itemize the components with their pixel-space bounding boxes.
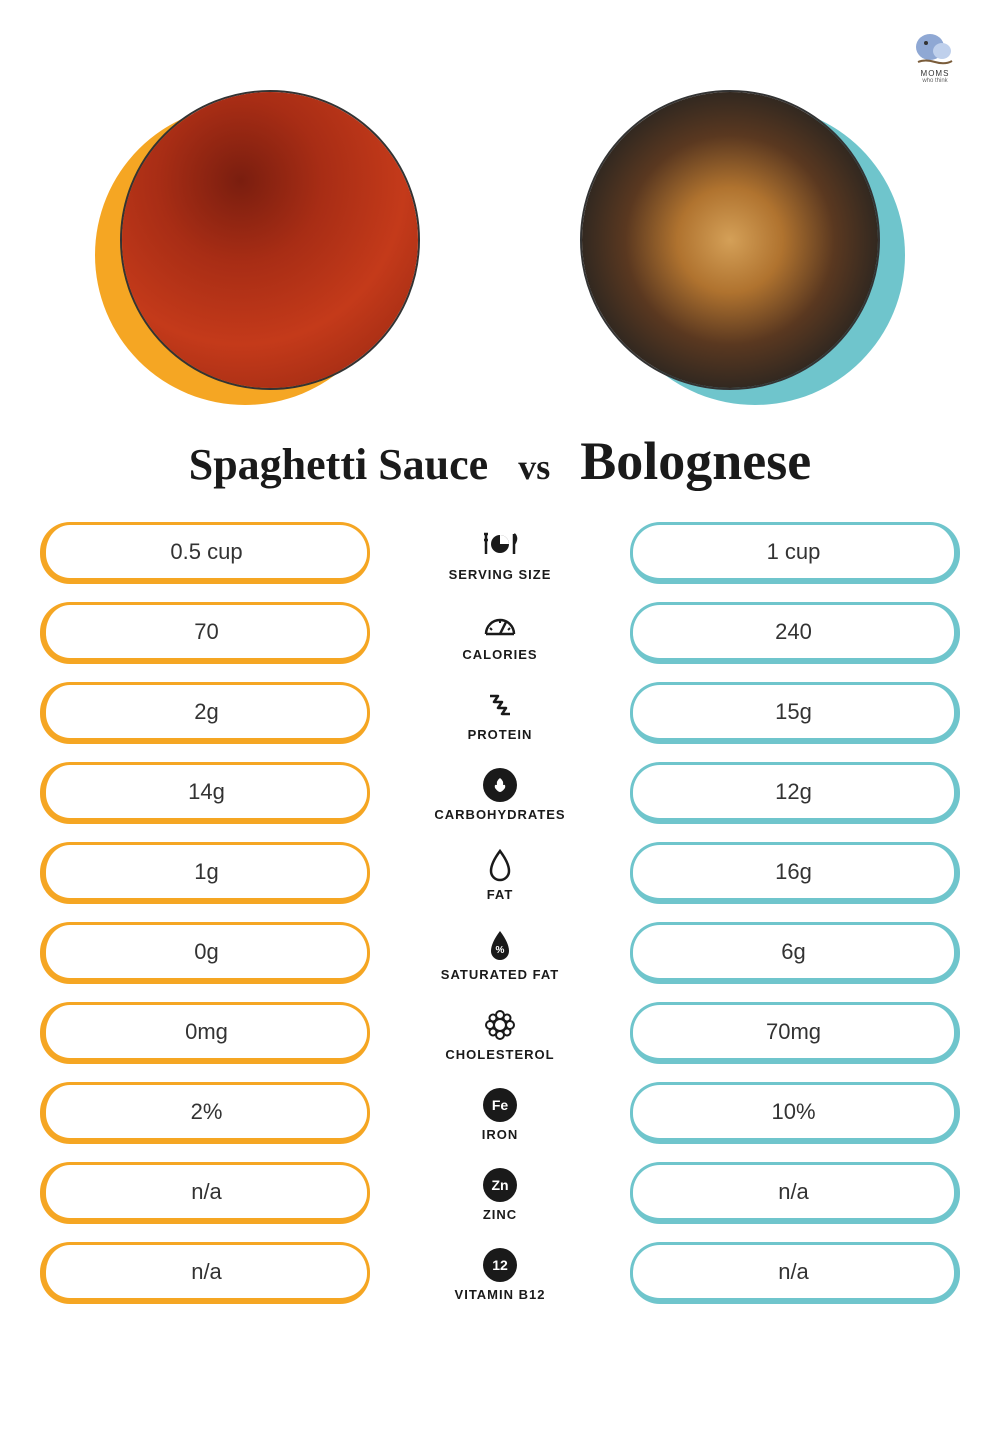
food-image-right (580, 90, 880, 390)
value-left: 2% (40, 1082, 370, 1144)
image-right-wrap (570, 80, 890, 400)
row-center: CALORIES (410, 605, 590, 662)
svg-text:%: % (496, 945, 505, 956)
row-label: IRON (482, 1127, 519, 1142)
value-right: 10% (630, 1082, 960, 1144)
value-right: 70mg (630, 1002, 960, 1064)
value-right: 16g (630, 842, 960, 904)
row-center: CHOLESTEROL (410, 1005, 590, 1062)
value-left: 1g (40, 842, 370, 904)
protein-icon (480, 685, 520, 725)
value-right: n/a (630, 1242, 960, 1304)
value-left: 0mg (40, 1002, 370, 1064)
row-label: ZINC (483, 1207, 517, 1222)
carbs-icon (480, 765, 520, 805)
row-label: CHOLESTEROL (445, 1047, 554, 1062)
comparison-row: n/a Zn ZINC n/a (40, 1162, 960, 1224)
calories-icon (480, 605, 520, 645)
row-center: 12 VITAMIN B12 (410, 1245, 590, 1302)
value-left: n/a (40, 1242, 370, 1304)
row-label: CALORIES (462, 647, 537, 662)
row-label: SERVING SIZE (449, 567, 552, 582)
title-row: Spaghetti Sauce vs Bolognese (40, 430, 960, 492)
row-center: CARBOHYDRATES (410, 765, 590, 822)
header-images (40, 80, 960, 400)
row-label: SATURATED FAT (441, 967, 559, 982)
value-right: n/a (630, 1162, 960, 1224)
comparison-row: 0g% SATURATED FAT 6g (40, 922, 960, 984)
logo-text: MOMS (921, 69, 950, 78)
serving-icon (480, 525, 520, 565)
value-right: 240 (630, 602, 960, 664)
comparison-row: 0.5 cup SERVING SIZE 1 cup (40, 522, 960, 584)
comparison-row: 2g PROTEIN 15g (40, 682, 960, 744)
value-left: 0g (40, 922, 370, 984)
value-left: 2g (40, 682, 370, 744)
comparison-row: 1g FAT 16g (40, 842, 960, 904)
value-left: n/a (40, 1162, 370, 1224)
logo-bird-icon (910, 27, 960, 67)
logo-subtext: who think (922, 78, 947, 84)
image-left-wrap (110, 80, 430, 400)
row-label: FAT (487, 887, 514, 902)
value-left: 0.5 cup (40, 522, 370, 584)
row-center: PROTEIN (410, 685, 590, 742)
value-right: 1 cup (630, 522, 960, 584)
row-center: FAT (410, 845, 590, 902)
badge-icon: Fe (480, 1085, 520, 1125)
comparison-rows: 0.5 cup SERVING SIZE 1 cup 70 CALORIES 240 2g P… (40, 522, 960, 1304)
row-center: Fe IRON (410, 1085, 590, 1142)
row-center: SERVING SIZE (410, 525, 590, 582)
logo: MOMS who think (890, 10, 980, 100)
comparison-row: 2% Fe IRON 10% (40, 1082, 960, 1144)
badge-icon: 12 (480, 1245, 520, 1285)
value-left: 14g (40, 762, 370, 824)
title-vs: vs (518, 446, 550, 488)
badge-icon: Zn (480, 1165, 520, 1205)
comparison-row: 14g CARBOHYDRATES 12g (40, 762, 960, 824)
satfat-icon: % (480, 925, 520, 965)
food-image-left (120, 90, 420, 390)
value-right: 6g (630, 922, 960, 984)
cholesterol-icon (480, 1005, 520, 1045)
comparison-row: 70 CALORIES 240 (40, 602, 960, 664)
row-label: CARBOHYDRATES (434, 807, 565, 822)
title-left: Spaghetti Sauce (189, 439, 488, 490)
comparison-row: 0mg CHOLESTEROL 70mg (40, 1002, 960, 1064)
row-center: Zn ZINC (410, 1165, 590, 1222)
title-right: Bolognese (580, 430, 811, 492)
value-right: 15g (630, 682, 960, 744)
value-left: 70 (40, 602, 370, 664)
value-right: 12g (630, 762, 960, 824)
row-label: PROTEIN (468, 727, 533, 742)
row-label: VITAMIN B12 (455, 1287, 546, 1302)
row-center: % SATURATED FAT (410, 925, 590, 982)
comparison-row: n/a 12 VITAMIN B12 n/a (40, 1242, 960, 1304)
fat-icon (480, 845, 520, 885)
